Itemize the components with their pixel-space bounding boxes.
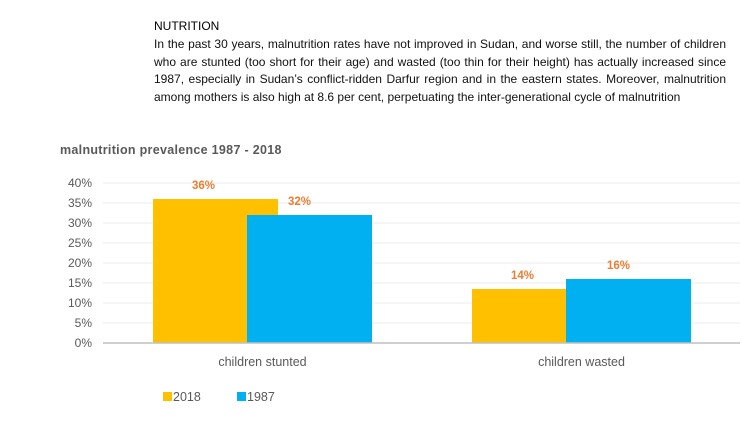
data-label: 32% bbox=[288, 196, 311, 208]
y-tick-label: 30% bbox=[68, 216, 92, 230]
legend-swatch-2018 bbox=[163, 392, 172, 401]
y-tick-label: 40% bbox=[68, 176, 92, 190]
y-tick-label: 5% bbox=[75, 316, 93, 330]
y-tick-label: 0% bbox=[75, 336, 93, 350]
bar-1987-0 bbox=[247, 215, 372, 343]
x-category-label: children wasted bbox=[538, 355, 625, 369]
data-label: 36% bbox=[192, 180, 215, 192]
legend-label: 2018 bbox=[173, 390, 201, 404]
chart-title: malnutrition prevalence 1987 - 2018 bbox=[60, 143, 282, 157]
legend-label: 1987 bbox=[247, 390, 275, 404]
y-tick-label: 10% bbox=[68, 296, 92, 310]
y-tick-label: 35% bbox=[68, 196, 92, 210]
y-tick-label: 15% bbox=[68, 276, 92, 290]
bar-1987-1 bbox=[566, 279, 691, 343]
x-category-label: children stunted bbox=[218, 355, 306, 369]
y-tick-label: 25% bbox=[68, 236, 92, 250]
data-label: 16% bbox=[607, 260, 630, 272]
section-heading: NUTRITION bbox=[154, 19, 220, 33]
article-paragraph: In the past 30 years, malnutrition rates… bbox=[154, 37, 726, 104]
data-label: 14% bbox=[511, 270, 534, 282]
y-tick-label: 20% bbox=[68, 256, 92, 270]
legend-swatch-1987 bbox=[237, 392, 246, 401]
